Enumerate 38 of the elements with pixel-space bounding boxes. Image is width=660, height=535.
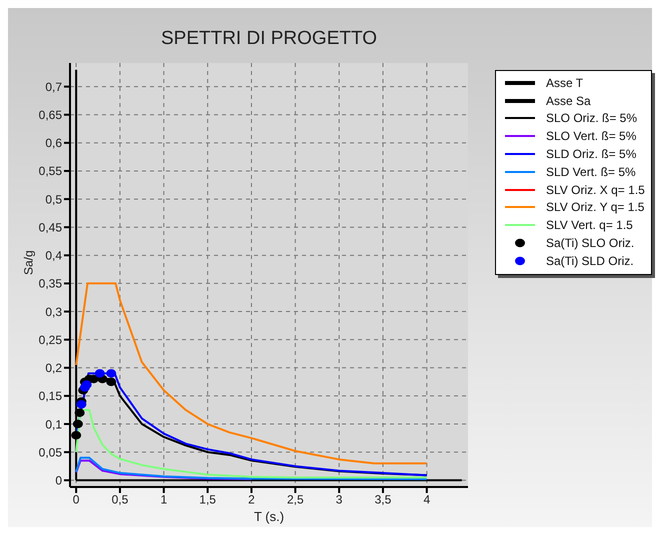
- legend-label: SLD Oriz. ß= 5%: [546, 147, 636, 162]
- legend-label: SLO Vert. ß= 5%: [546, 129, 636, 144]
- y-tick-label: 0,4: [45, 248, 62, 263]
- y-tick-label: 0,55: [38, 164, 62, 178]
- legend-label: Asse T: [546, 76, 584, 90]
- chart-title: SPETTRI DI PROGETTO: [160, 28, 378, 50]
- legend-label: SLV Vert. q= 1.5: [546, 218, 633, 232]
- y-tick-label: 0,3: [45, 304, 62, 319]
- legend-label: Sa(Ti) SLD Oriz.: [546, 254, 634, 268]
- x-tick-label: 3: [336, 492, 343, 507]
- x-tick-label: 1: [160, 492, 168, 507]
- legend-label: SLV Oriz. X q= 1.5: [546, 182, 645, 197]
- y-tick-label: 0,45: [38, 220, 62, 234]
- x-tick-label: 4: [423, 492, 430, 507]
- y-tick-label: 0,6: [45, 136, 62, 150]
- y-tick-label: 0,15: [38, 389, 62, 404]
- y-tick-label: 0,2: [45, 361, 62, 376]
- y-tick-label: 0: [55, 474, 62, 488]
- y-tick-label: 0,35: [38, 276, 62, 291]
- y-tick-label: 0,1: [45, 417, 62, 432]
- y-tick-label: 0,7: [45, 80, 62, 94]
- x-tick-label: 2,5: [286, 492, 304, 507]
- x-axis-title: T (s.): [254, 509, 284, 524]
- legend-label: Sa(Ti) SLO Oriz.: [546, 236, 634, 250]
- y-axis-title: Sa/g: [21, 250, 36, 275]
- y-tick-label: 0,65: [38, 108, 62, 122]
- x-tick-label: 3,5: [374, 492, 392, 507]
- legend-label: SLD Vert. ß= 5%: [546, 164, 636, 179]
- legend-label: Asse Sa: [546, 94, 591, 108]
- x-tick-label: 2: [248, 492, 256, 507]
- y-tick-label: 0,5: [45, 192, 62, 206]
- x-tick-label: 0,5: [112, 492, 129, 507]
- x-tick-label: 0: [72, 492, 80, 507]
- legend-label: SLO Oriz. ß= 5%: [546, 111, 638, 126]
- legend-label: SLV Oriz. Y q= 1.5: [546, 200, 644, 214]
- y-tick-label: 0,25: [38, 332, 62, 347]
- y-tick-label: 0,05: [38, 445, 62, 460]
- x-tick-label: 1,5: [199, 492, 216, 507]
